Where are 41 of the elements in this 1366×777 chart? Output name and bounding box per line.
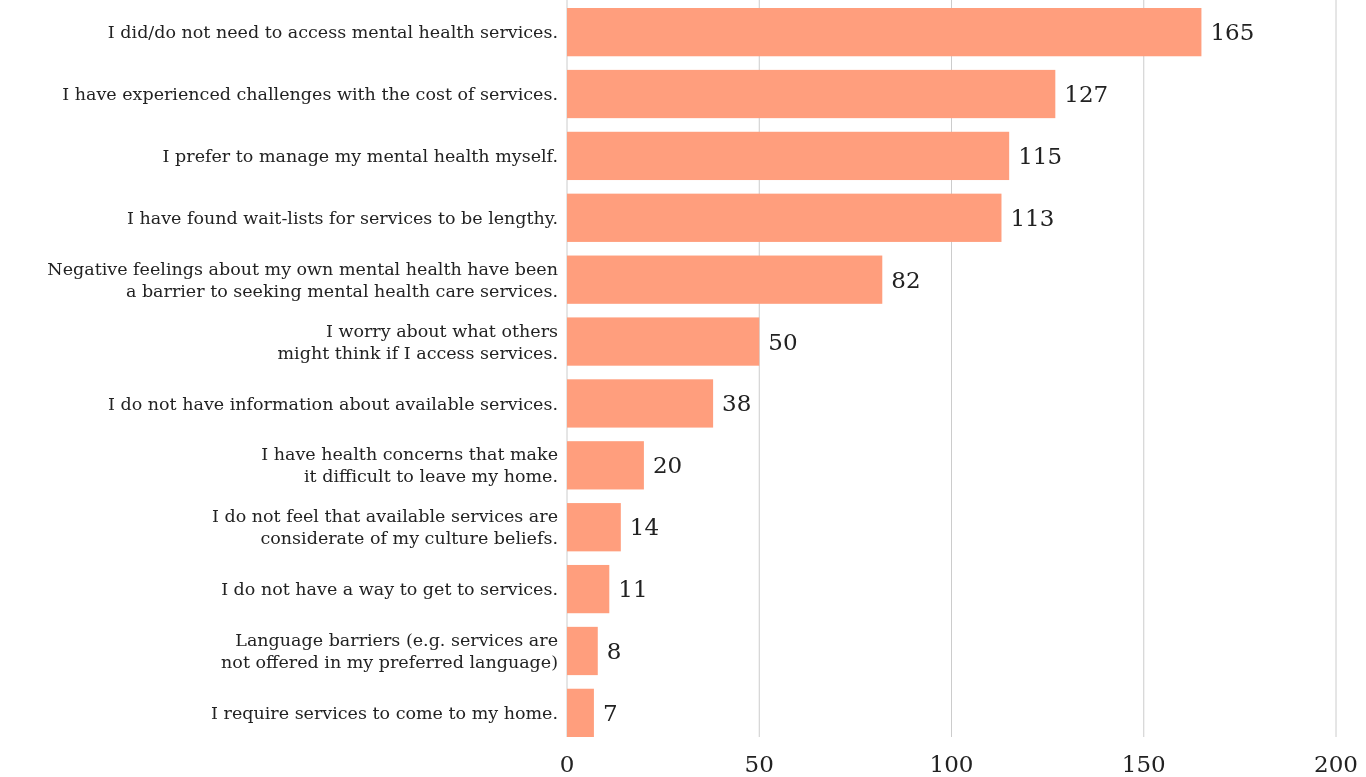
data-label: 127: [1064, 81, 1109, 108]
bar: [567, 564, 610, 614]
bar: [567, 317, 760, 366]
x-tick-label: 50: [744, 751, 774, 777]
data-label: 7: [602, 699, 618, 726]
data-label: 8: [606, 638, 622, 665]
data-label: 11: [618, 576, 648, 603]
y-tick-label: Negative feelings about my own mental health have been a barrier to seeking mental health care services.: [47, 258, 558, 301]
bar: [567, 441, 644, 490]
y-tick-label: I prefer to manage my mental health myself.: [162, 146, 558, 167]
y-tick-label: Language barriers (e.g. services are not offered in my preferred language): [221, 630, 558, 673]
bar: [567, 503, 621, 552]
x-tick-label: 150: [1121, 751, 1166, 777]
data-label: 165: [1210, 19, 1255, 46]
x-tick-label: 0: [559, 751, 575, 777]
y-tick-label: I do not have a way to get to services.: [221, 579, 558, 600]
data-label: 14: [629, 514, 660, 541]
y-tick-label: I have found wait-lists for services to be lengthy.: [127, 207, 558, 228]
bar: [567, 626, 598, 676]
x-tick-label: 100: [929, 751, 974, 777]
data-label: 20: [652, 452, 683, 479]
data-label: 113: [1010, 204, 1055, 231]
y-tick-label: I require services to come to my home.: [211, 702, 558, 723]
data-label: 50: [768, 328, 798, 355]
y-tick-label: I have experienced challenges with the cost of services.: [62, 84, 558, 105]
bar: [567, 255, 883, 304]
y-tick-label: I have health concerns that make it difficult to leave my home.: [261, 444, 558, 487]
y-tick-label: I worry about what others might think if I access services.: [277, 320, 559, 363]
bar: [567, 688, 594, 737]
bar: [567, 8, 1202, 57]
bar: [567, 69, 1056, 119]
y-tick-label: I do not have information about available services.: [108, 393, 558, 414]
bar: [567, 379, 714, 428]
x-tick-label: 200: [1314, 751, 1358, 777]
y-tick-label: I did/do not need to access mental health services.: [107, 22, 558, 43]
data-label: 115: [1018, 142, 1063, 169]
bar: [567, 193, 1002, 242]
data-label: 82: [891, 266, 921, 293]
data-label: 38: [722, 390, 752, 417]
bar: [567, 131, 1010, 181]
y-tick-label: I do not feel that available services are considerate of my culture beliefs.: [211, 506, 558, 549]
